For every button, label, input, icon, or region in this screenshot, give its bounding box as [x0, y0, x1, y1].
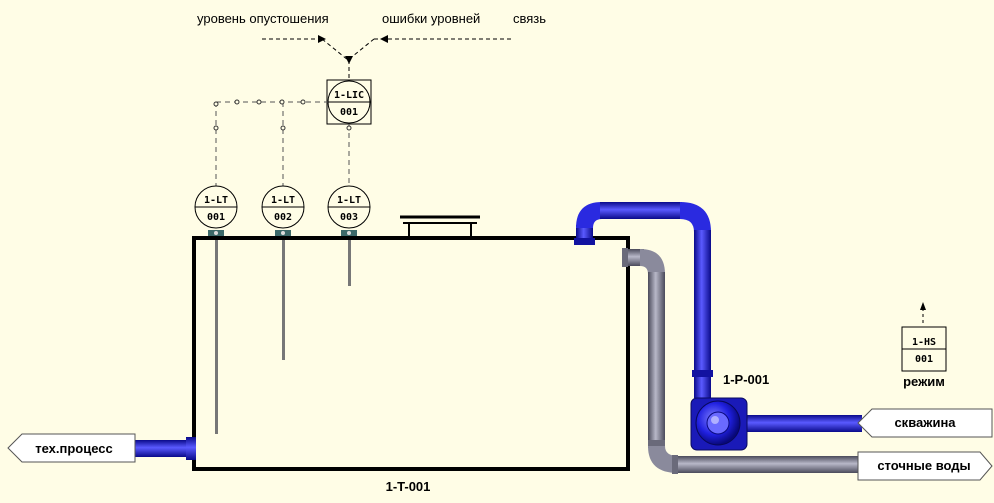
level-transmitter-2[interactable]: 1-LT 002: [261, 185, 305, 229]
transmitter-2-number: 002: [274, 212, 292, 223]
empty-level-label: уровень опустошения: [197, 11, 329, 26]
controller-number: 001: [340, 107, 358, 118]
transmitter-1-tag: 1-LT: [204, 195, 228, 206]
tank-label: 1-T-001: [386, 479, 431, 494]
well-connector-label: скважина: [894, 415, 956, 430]
arrow-head-right: [380, 35, 388, 43]
transmitter-2-tag: 1-LT: [271, 195, 295, 206]
transmitter-1-number: 001: [207, 212, 225, 223]
signal-nodes: [213, 99, 352, 131]
controller-lic[interactable]: 1-LIC 001: [326, 79, 372, 125]
tank[interactable]: [192, 236, 630, 471]
pump-discharge-pipe: [574, 202, 713, 398]
sewage-pipe: [622, 248, 860, 474]
level-errors-label: ошибки уровней: [382, 11, 480, 26]
arrow-head-down: [345, 56, 353, 64]
sewage-connector-label: сточные воды: [877, 458, 970, 473]
connection-label: связь: [513, 11, 546, 26]
mode-switch[interactable]: 1-HS 001: [901, 326, 947, 372]
switch-caption: режим: [903, 374, 945, 389]
level-transmitter-3[interactable]: 1-LT 003: [327, 185, 371, 229]
signal-lines-top: [262, 38, 512, 80]
tank-hatch: [400, 215, 480, 238]
transmitter-3-tag: 1-LT: [337, 195, 361, 206]
sewage-connector[interactable]: сточные воды: [857, 451, 993, 481]
well-connector[interactable]: скважина: [857, 408, 993, 438]
switch-tag: 1-HS: [912, 337, 936, 348]
process-connector-label: тех.процесс: [35, 441, 113, 456]
well-pipe: [742, 415, 862, 432]
level-transmitter-1[interactable]: 1-LT 001: [194, 185, 238, 229]
process-connector[interactable]: тех.процесс: [7, 433, 136, 463]
arrow-head-left: [318, 35, 326, 43]
process-pipe: [134, 437, 196, 460]
switch-number: 001: [915, 354, 933, 365]
mode-switch-signal: [920, 302, 926, 326]
controller-tag: 1-LIC: [334, 90, 364, 101]
sensor-probes: [208, 230, 357, 434]
pump[interactable]: [690, 397, 748, 451]
transmitter-3-number: 003: [340, 212, 358, 223]
pump-label: 1-P-001: [723, 372, 769, 387]
